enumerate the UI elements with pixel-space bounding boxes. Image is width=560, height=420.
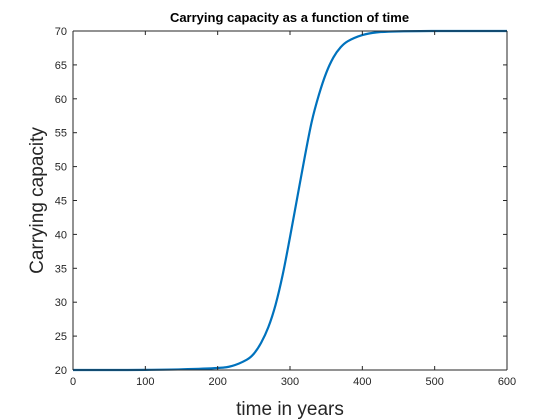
y-tick-label: 35 <box>55 263 67 275</box>
y-tick-label: 45 <box>55 196 67 208</box>
y-ticks: 20 25 30 35 40 45 50 55 60 65 70 <box>55 26 507 377</box>
y-tick-label: 40 <box>55 229 67 241</box>
x-tick-label: 100 <box>136 376 154 388</box>
x-tick-label: 300 <box>281 376 299 388</box>
x-tick-label: 500 <box>425 376 443 388</box>
y-tick-label: 65 <box>55 60 67 72</box>
y-tick-label: 60 <box>55 94 67 106</box>
series-layer <box>72 29 507 372</box>
y-axis-label: Carrying capacity <box>27 127 48 274</box>
series-line-0 <box>72 29 507 372</box>
y-tick-label: 55 <box>55 128 67 140</box>
y-tick-label: 50 <box>55 162 67 174</box>
x-tick-label: 0 <box>70 376 76 388</box>
y-tick-label: 30 <box>55 297 67 309</box>
y-tick-label: 20 <box>55 365 67 377</box>
y-tick-label: 25 <box>55 331 67 343</box>
x-tick-label: 600 <box>498 376 516 388</box>
x-tick-label: 200 <box>208 376 226 388</box>
x-axis-label: time in years <box>236 399 344 420</box>
chart-title: Carrying capacity as a function of time <box>170 10 409 25</box>
x-tick-label: 400 <box>353 376 371 388</box>
y-tick-label: 70 <box>55 26 67 38</box>
plot-area <box>73 31 507 370</box>
x-ticks: 0 100 200 300 400 500 600 <box>70 31 516 388</box>
